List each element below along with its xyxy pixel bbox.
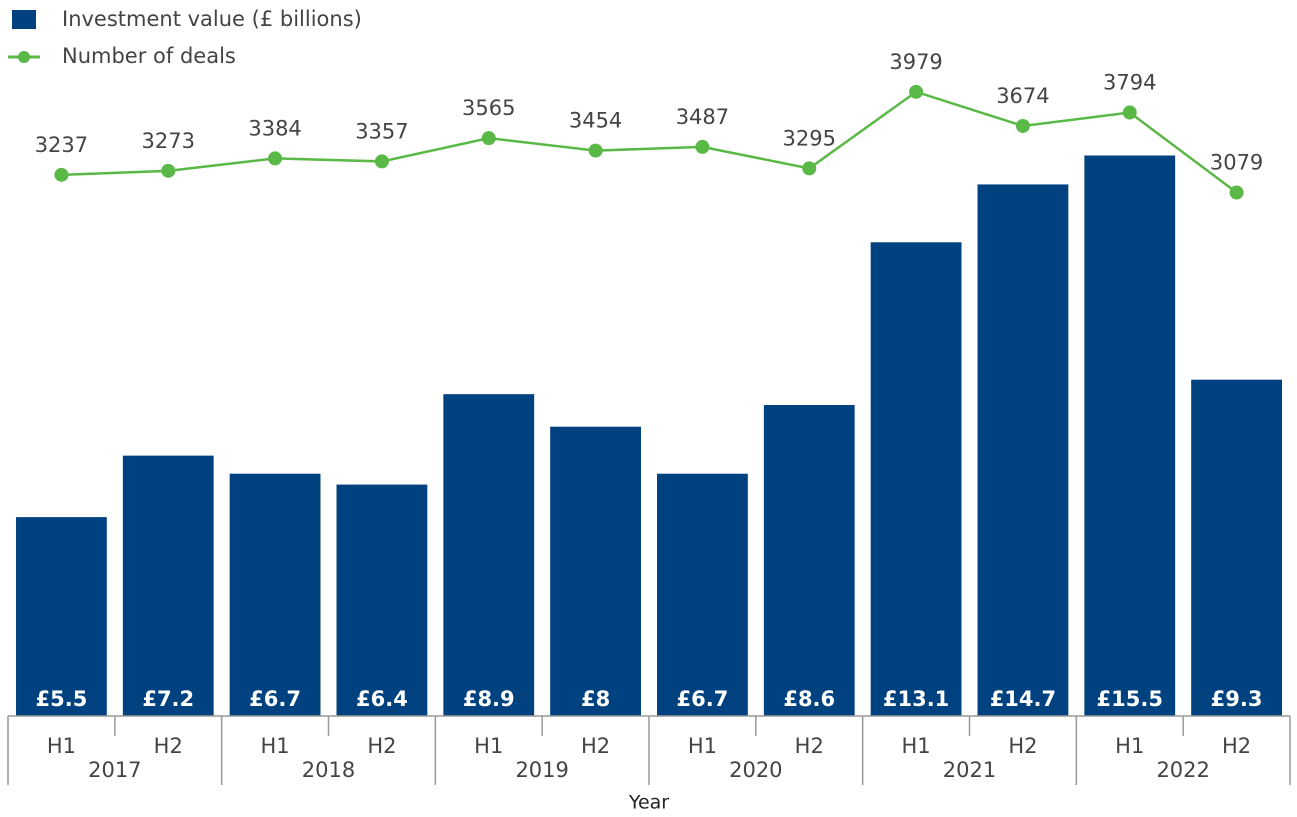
legend-label: Investment value (£ billions) <box>62 7 362 31</box>
point-label: 3674 <box>996 84 1049 108</box>
bar-label: £5.5 <box>36 687 88 711</box>
point-label: 3487 <box>676 105 729 129</box>
bar <box>1191 379 1282 716</box>
line-point <box>1122 105 1137 120</box>
x-group-label: 2020 <box>729 758 782 782</box>
x-tick-label: H1 <box>261 734 290 758</box>
line-point <box>695 139 710 154</box>
x-tick-label: H1 <box>47 734 76 758</box>
x-tick-label: H1 <box>688 734 717 758</box>
point-label: 3565 <box>462 96 515 120</box>
bar <box>122 455 214 716</box>
line-point <box>54 167 69 182</box>
line-point <box>909 84 924 99</box>
line-point <box>481 131 496 146</box>
x-group-label: 2018 <box>302 758 355 782</box>
x-group-label: 2017 <box>88 758 141 782</box>
bar-label: £6.7 <box>249 687 301 711</box>
bar-label: £14.7 <box>990 687 1056 711</box>
bar <box>763 405 855 716</box>
bar <box>443 394 535 716</box>
bar-label: £9.3 <box>1211 687 1263 711</box>
point-label: 3794 <box>1103 71 1156 95</box>
x-tick-label: H2 <box>1008 734 1037 758</box>
bar <box>1084 155 1176 717</box>
legend-swatch <box>12 10 36 29</box>
bar-label: £8.9 <box>463 687 515 711</box>
line-point <box>1015 118 1030 133</box>
x-tick-label: H2 <box>154 734 183 758</box>
x-group-label: 2019 <box>515 758 568 782</box>
bar-label: £13.1 <box>883 687 949 711</box>
point-label: 3454 <box>569 109 622 133</box>
point-label: 3273 <box>142 129 195 153</box>
line-point <box>802 161 817 176</box>
x-group-label: 2022 <box>1156 758 1209 782</box>
x-tick-label: H1 <box>1115 734 1144 758</box>
bar-label: £6.7 <box>677 687 729 711</box>
x-tick-label: H2 <box>367 734 396 758</box>
point-label: 3979 <box>889 50 942 74</box>
bar <box>977 184 1069 716</box>
x-tick-label: H2 <box>1222 734 1251 758</box>
bar <box>336 484 428 716</box>
x-group-label: 2021 <box>943 758 996 782</box>
x-tick-label: H2 <box>795 734 824 758</box>
bar <box>870 242 962 716</box>
bar <box>657 473 748 716</box>
point-label: 3295 <box>783 126 836 150</box>
line <box>61 90 1238 194</box>
legend-marker <box>18 51 30 63</box>
point-label: 3237 <box>35 133 88 157</box>
point-label: 3079 <box>1210 151 1263 175</box>
line-point <box>588 143 603 158</box>
point-label: 3384 <box>248 116 301 140</box>
line-point <box>1229 185 1244 200</box>
bar-label: £8.6 <box>783 687 835 711</box>
line-point <box>161 163 176 178</box>
bar <box>229 473 321 716</box>
bar <box>550 426 641 716</box>
bar-label: £7.2 <box>142 687 194 711</box>
point-label: 3357 <box>355 119 408 143</box>
bar <box>16 517 107 716</box>
line-point <box>374 154 389 169</box>
bar-label: £6.4 <box>356 687 408 711</box>
x-axis-title: Year <box>628 792 669 814</box>
x-tick-label: H2 <box>581 734 610 758</box>
legend-label: Number of deals <box>62 44 236 68</box>
bar-label: £8 <box>581 687 610 711</box>
bar-label: £15.5 <box>1097 687 1163 711</box>
line-point <box>268 151 283 166</box>
x-tick-label: H1 <box>902 734 931 758</box>
x-tick-label: H1 <box>474 734 503 758</box>
